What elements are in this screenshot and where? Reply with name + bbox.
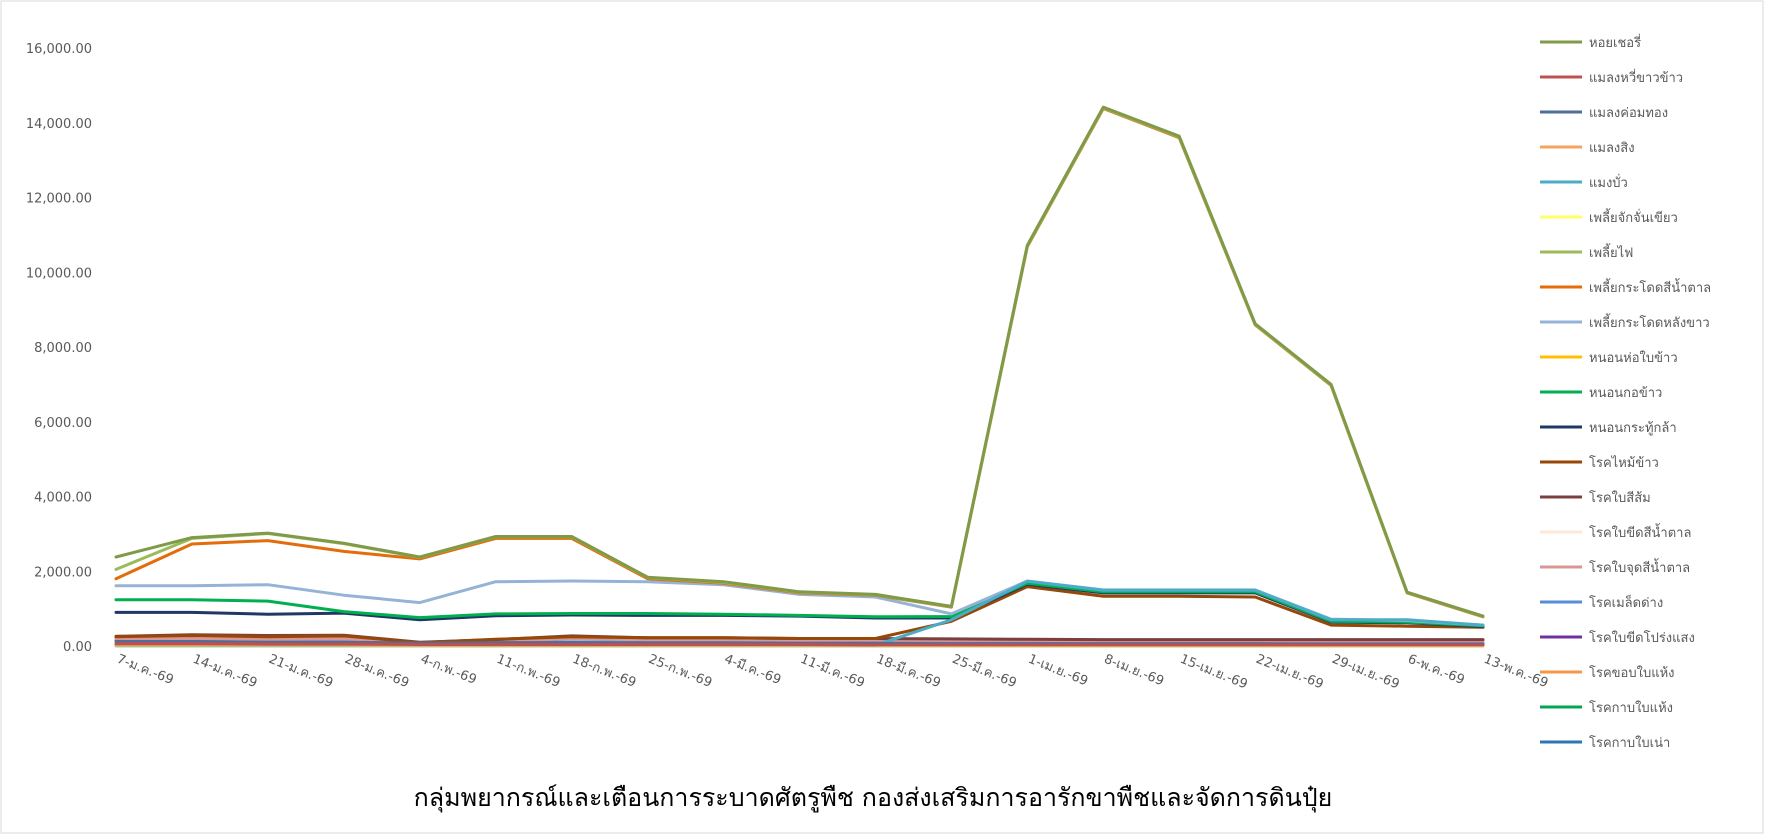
- legend-label: เพลี้ยกระโดดหลังขาว: [1589, 313, 1710, 331]
- legend-label: โรคเมล็ดด่าง: [1589, 593, 1663, 611]
- legend-label: เพลี้ยจักจั่นเขียว: [1589, 208, 1678, 226]
- legend-label: โรคใบจุดสีน้ำตาล: [1589, 558, 1690, 576]
- y-tick-label: 16,000.00: [26, 42, 92, 57]
- legend-label: โรคขอบใบแห้ง: [1589, 665, 1675, 681]
- legend-label: โรคกาบใบแห้ง: [1589, 700, 1673, 716]
- chart-footer-title: กลุ่มพยากรณ์และเตือนการระบาดศัตรูพืช กอง…: [414, 783, 1333, 813]
- legend-label: โรคใบขีดสีน้ำตาล: [1589, 523, 1691, 541]
- y-tick-label: 10,000.00: [26, 266, 92, 281]
- legend-label: หนอนกระทู้กล้า: [1589, 421, 1677, 436]
- y-tick-label: 14,000.00: [26, 117, 92, 132]
- y-tick-label: 0.00: [63, 640, 92, 655]
- legend-label: โรคใบขีดโปร่งแสง: [1589, 630, 1695, 646]
- y-tick-label: 6,000.00: [34, 416, 92, 431]
- series-layer: [114, 105, 1485, 648]
- legend-label: โรคไหม้ข้าว: [1589, 455, 1659, 471]
- series-line: [114, 642, 1485, 647]
- series-line: [114, 105, 1485, 618]
- legend-label: หอยเชอรี่: [1589, 34, 1641, 51]
- y-tick-label: 4,000.00: [34, 491, 92, 506]
- legend-label: เพลี้ยกระโดดสีน้ำตาล: [1589, 278, 1711, 296]
- legend-label: แมลงหวี่ขาวข้าว: [1589, 69, 1683, 86]
- legend-label: โรคใบสีส้ม: [1589, 490, 1651, 506]
- y-tick-label: 2,000.00: [34, 565, 92, 580]
- y-axis: 0.00 2,000.00 4,000.00 6,000.00 8,000.00 10,0…: [26, 42, 92, 655]
- y-tick-label: 12,000.00: [26, 192, 92, 207]
- legend-label: แมงบั่ว: [1589, 174, 1628, 191]
- legend-label: แมลงสิง: [1589, 141, 1635, 156]
- series-line: [114, 585, 1485, 645]
- legend-label: เพลี้ยไฟ: [1589, 243, 1633, 261]
- legend-label: หนอนกอข้าว: [1589, 386, 1662, 401]
- legend: หอยเชอรี่แมลงหวี่ขาวข้าวแมลงค่อมทองแมลงส…: [1540, 34, 1711, 751]
- y-tick-label: 8,000.00: [34, 341, 92, 356]
- legend-label: หนอนห่อใบข้าว: [1589, 350, 1678, 366]
- legend-label: โรคกาบใบเน่า: [1589, 735, 1670, 751]
- legend-label: แมลงค่อมทอง: [1589, 106, 1668, 121]
